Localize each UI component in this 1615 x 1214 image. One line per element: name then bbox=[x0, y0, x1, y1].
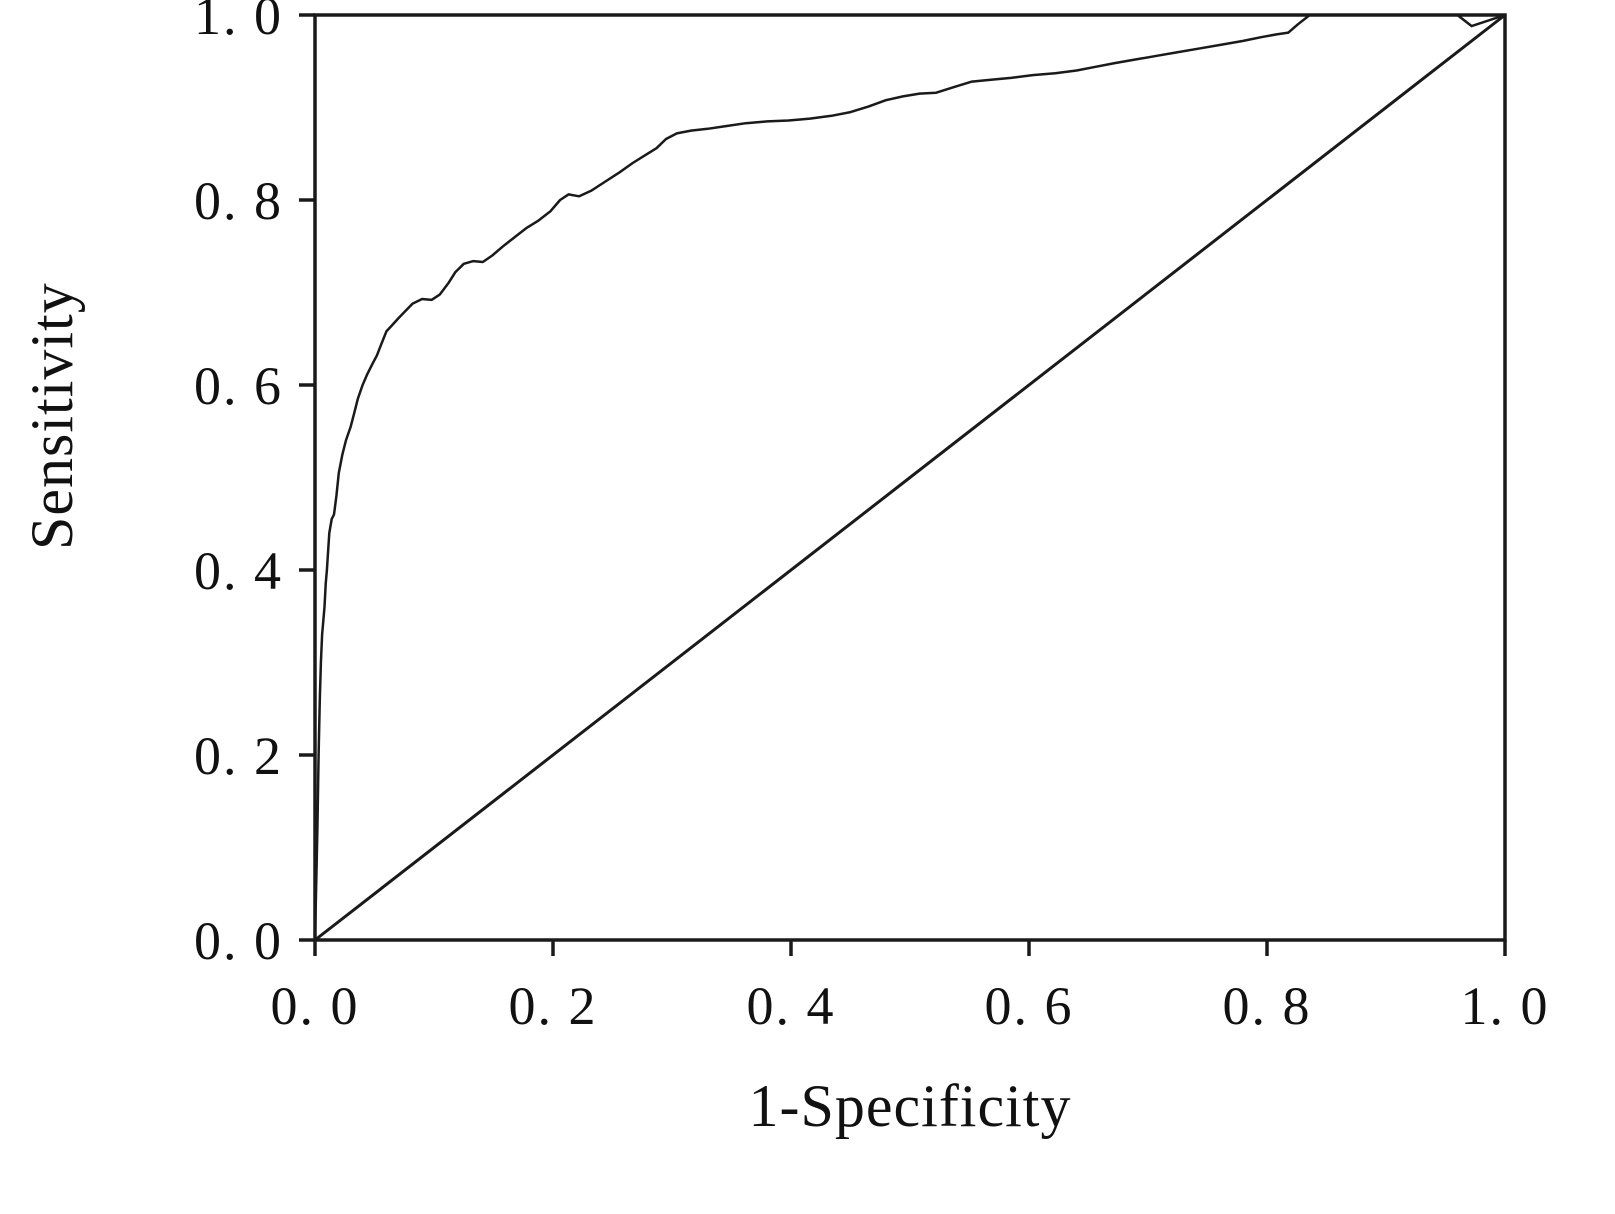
x-tick-label: 0. 2 bbox=[509, 976, 598, 1036]
x-tick-label: 1. 0 bbox=[1461, 976, 1550, 1036]
y-tick-label: 0. 8 bbox=[194, 171, 283, 231]
x-axis-title: 1-Specificity bbox=[748, 1073, 1072, 1139]
x-tick-label: 0. 0 bbox=[271, 976, 360, 1036]
roc-curve bbox=[313, 13, 1507, 942]
x-tick-label: 0. 8 bbox=[1223, 976, 1312, 1036]
y-tick-label: 0. 6 bbox=[194, 356, 283, 416]
y-tick-label: 0. 2 bbox=[194, 726, 283, 786]
plot-border bbox=[313, 13, 1507, 942]
reference-diagonal bbox=[313, 13, 1507, 942]
x-tick-label: 0. 6 bbox=[985, 976, 1074, 1036]
y-tick-label: 0. 0 bbox=[194, 911, 283, 971]
x-tick-label: 0. 4 bbox=[747, 976, 836, 1036]
y-tick-label: 1. 0 bbox=[194, 0, 283, 46]
y-tick-label: 0. 4 bbox=[194, 541, 283, 601]
